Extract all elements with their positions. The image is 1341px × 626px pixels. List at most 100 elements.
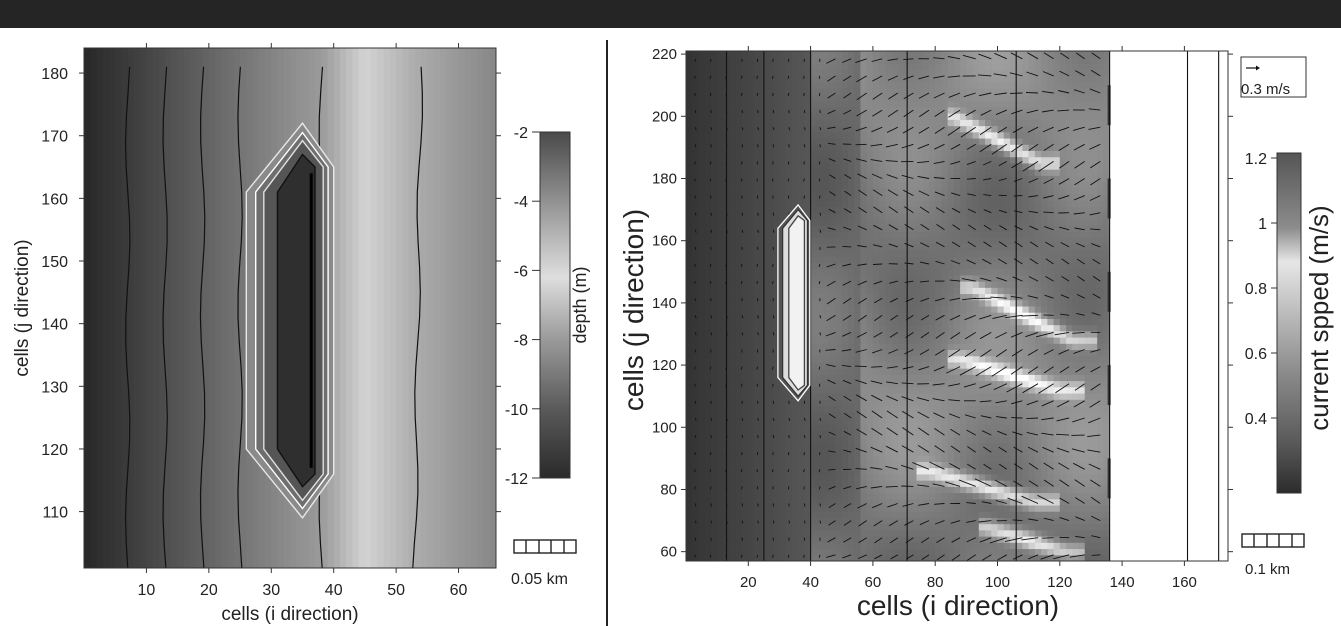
speed-cell (754, 100, 762, 108)
speed-cell (891, 318, 899, 326)
speed-cell (966, 51, 974, 58)
speed-cell (1003, 455, 1011, 462)
speed-cell (1028, 200, 1036, 207)
speed-cell (935, 430, 942, 438)
speed-cell (978, 492, 986, 500)
speed-cell (879, 368, 886, 375)
speed-cell (935, 442, 942, 450)
speed-cell (991, 256, 998, 263)
speed-cell (841, 237, 849, 245)
speed-cell (835, 349, 843, 357)
speed-cell (791, 436, 799, 444)
speed-cell (941, 355, 949, 363)
speed-cell (791, 144, 799, 152)
speed-cell (935, 529, 942, 537)
speed-cell (692, 69, 699, 77)
speed-cell (729, 318, 737, 326)
speed-cell (748, 144, 756, 152)
speed-cell (910, 212, 918, 220)
speed-cell (847, 243, 855, 251)
speed-cell (854, 156, 861, 164)
speed-cell (1041, 287, 1048, 295)
speed-cell (978, 473, 986, 481)
speed-cell (710, 368, 718, 375)
speed-cell (829, 343, 837, 351)
speed-cell (735, 150, 743, 158)
speed-cell (1022, 480, 1030, 487)
depth-contour-line (412, 66, 424, 568)
speed-cell (910, 237, 918, 245)
speed-cell (985, 212, 992, 220)
speed-cell (704, 113, 712, 120)
speed-cell (885, 542, 893, 550)
speed-cell (972, 100, 980, 108)
speed-cell (922, 405, 930, 413)
speed-cell (941, 473, 949, 481)
speed-cell (841, 131, 849, 139)
speed-cell (891, 281, 899, 288)
speed-cell (854, 449, 861, 456)
speed-cell (916, 337, 924, 344)
speed-cell (935, 268, 942, 276)
speed-cell (891, 250, 899, 257)
speed-cell (922, 399, 930, 407)
speed-cell (960, 436, 967, 444)
speed-cell (692, 287, 699, 295)
speed-cell (810, 113, 818, 120)
speed-cell (773, 88, 780, 96)
speed-cell (810, 517, 818, 525)
speed-cell (854, 536, 861, 543)
speed-cell (953, 405, 961, 413)
speed-cell (823, 225, 830, 232)
speed-cell (1003, 212, 1011, 220)
speed-cell (953, 212, 961, 220)
speed-cell (1047, 461, 1055, 469)
speed-cell (997, 94, 1005, 102)
speed-cell (872, 523, 880, 531)
speed-cell (910, 386, 918, 394)
speed-cell (854, 256, 861, 263)
speed-cell (766, 461, 774, 469)
speed-cell (1034, 206, 1042, 214)
speed-cell (953, 492, 961, 500)
speed-cell (1047, 243, 1055, 251)
speed-cell (985, 75, 992, 83)
speed-cell (1022, 150, 1030, 158)
speed-cell (960, 430, 967, 438)
depth-y-tick-label: 110 (42, 505, 68, 522)
speed-cell (972, 181, 980, 189)
speed-cell (916, 206, 924, 214)
speed-cell (953, 181, 961, 189)
speed-cell (1047, 150, 1055, 158)
speed-cell (754, 393, 762, 400)
speed-cell (748, 523, 756, 531)
speed-cell (847, 287, 855, 295)
speed-cell (735, 138, 743, 145)
speed-cell (1022, 262, 1030, 270)
speed-cell (717, 51, 724, 58)
speed-cell (692, 187, 699, 195)
speed-cell (991, 330, 998, 338)
speed-cell (847, 293, 855, 301)
speed-cell (785, 492, 793, 500)
speed-cell (860, 218, 868, 226)
speed-cell (698, 274, 706, 282)
speed-cell (835, 417, 843, 425)
speed-cell (891, 268, 899, 276)
speed-cell (1047, 399, 1055, 407)
speed-cell (841, 218, 849, 226)
speed-cell (1003, 374, 1011, 382)
speed-cell (779, 417, 787, 425)
speed-cell (1028, 113, 1036, 120)
speed-cell (916, 194, 924, 201)
speed-cell (910, 94, 918, 102)
speed-cell (1041, 200, 1048, 207)
speed-cell (972, 523, 980, 531)
speed-cell (742, 231, 749, 239)
speed-cell (928, 250, 936, 257)
speed-cell (935, 131, 942, 139)
speed-cell (972, 299, 980, 307)
depth-cell (489, 48, 496, 568)
speed-cell (941, 262, 949, 270)
speed-cell (872, 131, 880, 139)
